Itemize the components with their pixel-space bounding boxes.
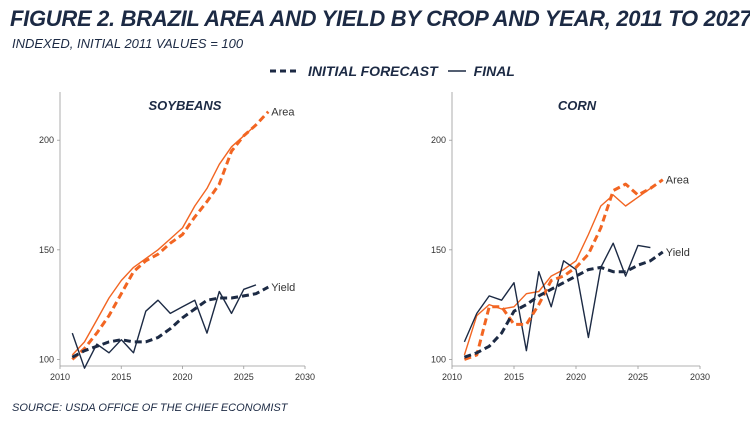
soybeans-x-tick-label: 2020 bbox=[172, 372, 192, 382]
source-note: SOURCE: USDA OFFICE OF THE CHIEF ECONOMI… bbox=[12, 402, 288, 414]
legend-item-forecast: INITIAL FORECAST bbox=[270, 63, 438, 79]
corn-yield-final-line bbox=[463, 242, 651, 352]
corn-area-forecast-line bbox=[463, 178, 664, 361]
legend-final-swatch bbox=[447, 70, 466, 72]
soybeans-x-tick-label: 2025 bbox=[234, 372, 254, 382]
soybeans-yield-label: Yield bbox=[271, 282, 295, 294]
figure-subtitle: INDEXED, INITIAL 2011 VALUES = 100 bbox=[12, 36, 244, 51]
corn-y-tick-label: 100 bbox=[431, 354, 446, 364]
corn-yield-forecast-line bbox=[463, 250, 664, 359]
soybeans-yield-final-line bbox=[71, 284, 257, 369]
corn-x-tick-label: 2020 bbox=[566, 372, 586, 382]
corn-x-tick-label: 2030 bbox=[690, 372, 710, 382]
soybeans-area-label: Area bbox=[271, 107, 295, 119]
soybeans-panel-title: SOYBEANS bbox=[149, 98, 222, 113]
legend-forecast-label: INITIAL FORECAST bbox=[308, 63, 438, 79]
figure-title: FIGURE 2. BRAZIL AREA AND YIELD BY CROP … bbox=[10, 6, 750, 31]
legend: INITIAL FORECAST FINAL bbox=[270, 63, 515, 79]
corn-area-label: Area bbox=[666, 175, 690, 187]
soybeans-area-final-line bbox=[71, 124, 257, 356]
soybeans-y-tick-label: 150 bbox=[39, 245, 54, 255]
corn-x-tick-label: 2015 bbox=[504, 372, 524, 382]
soybeans-yield-forecast-line bbox=[71, 285, 270, 359]
legend-item-final: FINAL bbox=[447, 63, 515, 79]
corn-y-tick-label: 200 bbox=[431, 135, 446, 145]
legend-forecast-swatch bbox=[270, 69, 300, 73]
soybeans-x-tick-label: 2015 bbox=[111, 372, 131, 382]
corn-panel-title: CORN bbox=[558, 98, 597, 113]
soybeans-x-tick-label: 2030 bbox=[295, 372, 315, 382]
corn-yield-label: Yield bbox=[666, 247, 690, 259]
soybeans-y-tick-label: 100 bbox=[39, 354, 54, 364]
soybeans-y-tick-label: 200 bbox=[39, 135, 54, 145]
soybeans-area-forecast-line bbox=[71, 110, 270, 361]
corn-x-tick-label: 2010 bbox=[442, 372, 462, 382]
corn-y-tick-label: 150 bbox=[431, 245, 446, 255]
legend-final-label: FINAL bbox=[473, 63, 515, 79]
corn-x-tick-label: 2025 bbox=[628, 372, 648, 382]
soybeans-x-tick-label: 2010 bbox=[50, 372, 70, 382]
